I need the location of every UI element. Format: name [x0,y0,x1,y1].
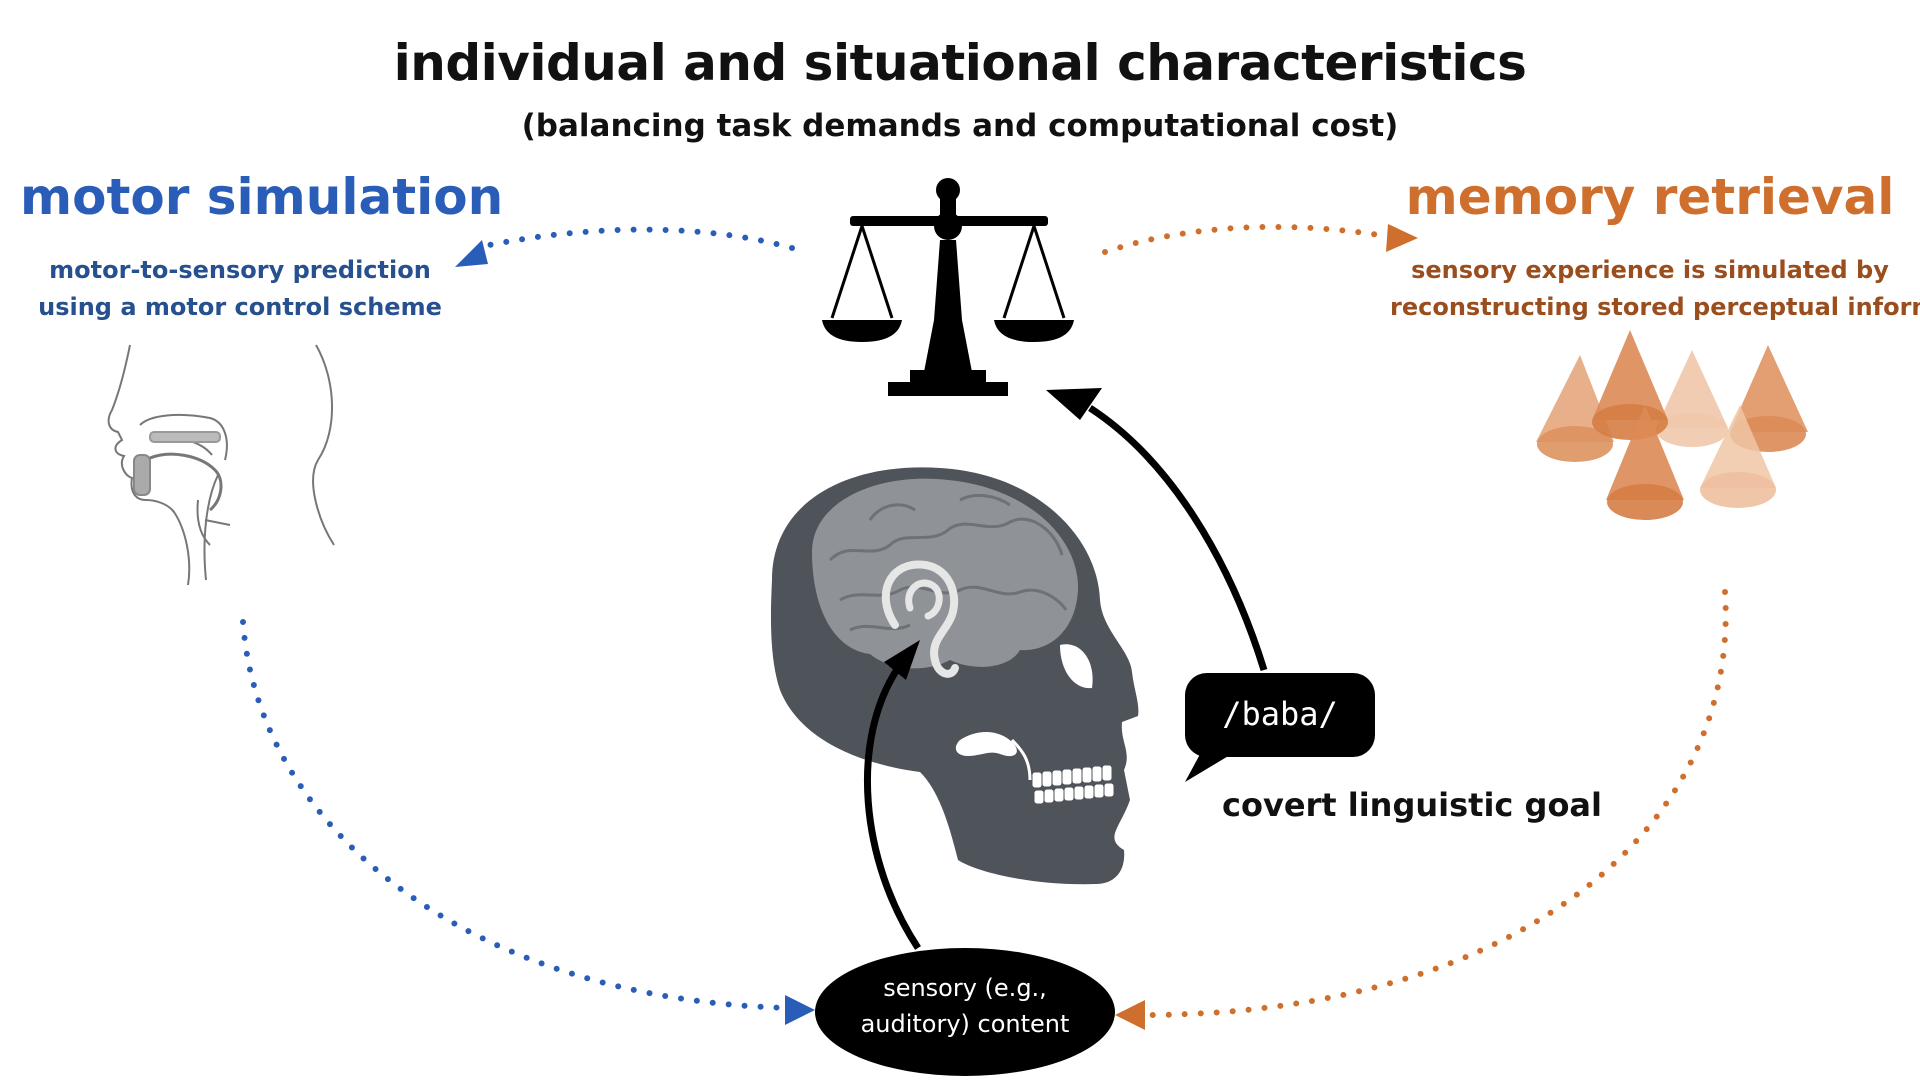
speech-bubble-text: /baba/ [1222,695,1338,733]
motor-bottom-arrowhead [785,995,815,1025]
motor-simulation-title: motor simulation [20,168,504,226]
memory-bottom-dotted-arc [1147,589,1729,1018]
memory-top-arrowhead [1386,224,1418,252]
motor-desc-line-1: motor-to-sensory prediction [49,256,431,284]
goal-to-scale-arrowhead [1046,388,1102,420]
memory-desc-line-2: reconstructing stored perceptual informa… [1390,293,1920,321]
cones-icon [1536,330,1808,520]
motor-desc-line-2: using a motor control scheme [38,293,442,321]
memory-top-dotted-arc [1102,223,1388,255]
sensory-to-brain-arrowhead [884,640,920,680]
sensory-line-1: sensory (e.g., [883,974,1047,1002]
motor-bottom-dotted-arc [240,619,793,1011]
memory-retrieval-description: sensory experience is simulated by recon… [1390,252,1920,326]
motor-simulation-description: motor-to-sensory prediction using a moto… [20,252,460,326]
memory-desc-line-1: sensory experience is simulated by [1411,256,1889,284]
skull-brain-icon [770,467,1139,885]
sensory-content-label: sensory (e.g., auditory) content [810,970,1120,1042]
goal-to-scale-arrow [1088,405,1268,672]
speech-bubble [1185,673,1375,782]
covert-goal-label: covert linguistic goal [1222,786,1602,824]
motor-top-dotted-arc [472,226,795,251]
sensory-to-brain-arrow [863,666,921,950]
memory-bottom-arrowhead [1115,1000,1145,1030]
balance-scale-icon [822,178,1074,396]
vocal-tract-head-icon [107,344,335,586]
motor-top-arrowhead [455,240,488,267]
sensory-line-2: auditory) content [860,1010,1070,1038]
subtitle: (balancing task demands and computationa… [521,108,1399,144]
main-title: individual and situational characteristi… [393,34,1527,92]
sensory-ellipse [815,948,1115,1076]
ear-icon [881,560,959,678]
memory-retrieval-title: memory retrieval [1405,168,1895,226]
